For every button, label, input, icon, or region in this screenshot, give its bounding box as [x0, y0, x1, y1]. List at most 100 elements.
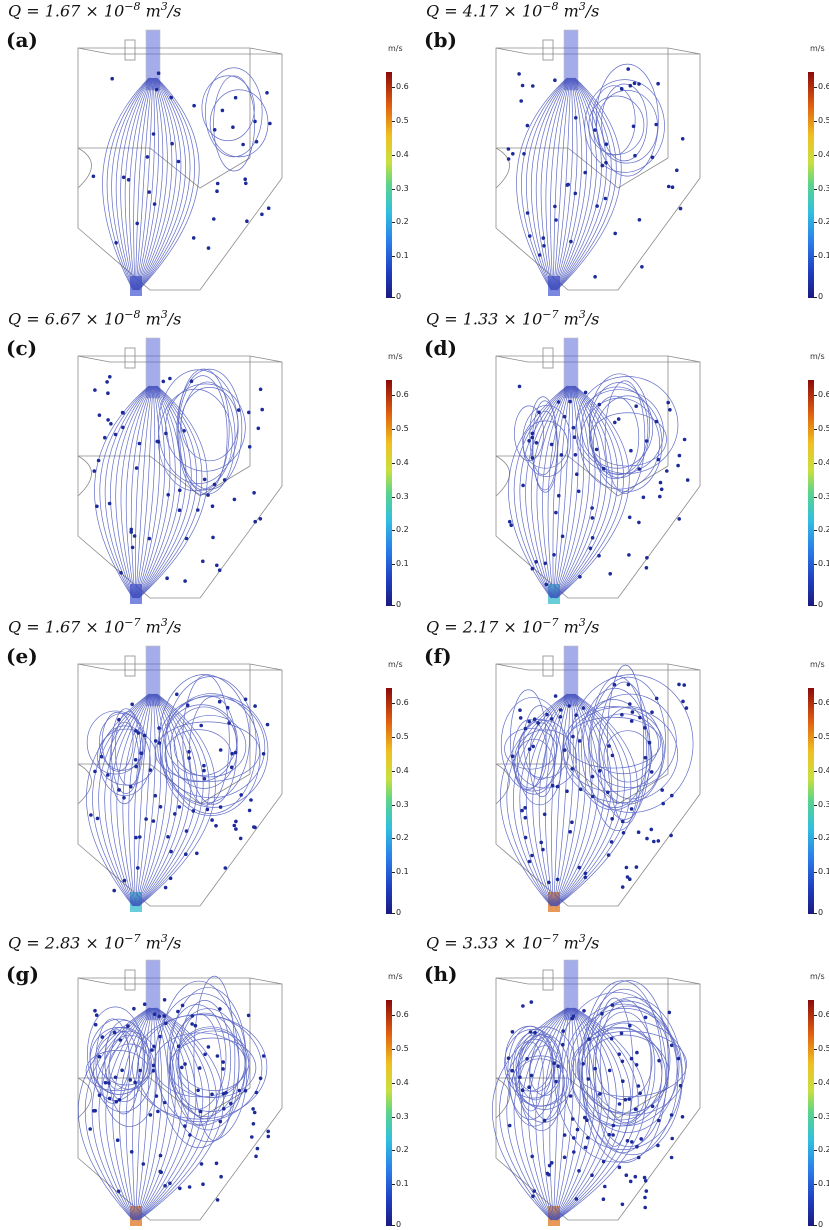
flow-arrows [506, 67, 685, 279]
velocity-colorbar [808, 688, 814, 914]
colorbar-tick-label: 0 [391, 292, 402, 301]
colorbar-unit: m/s [388, 660, 403, 669]
streamline-plot [77, 645, 283, 912]
flow-rate-label: Q = 6.67 × 10−8 m3/s [8, 308, 182, 329]
colorbar-tick-label: 0.6 [814, 697, 829, 707]
colorbar-tick-label: 0 [391, 600, 402, 609]
colorbar-tick-label: 0.2 [392, 217, 409, 227]
colorbar-tick-label: 0.1 [392, 559, 409, 569]
colorbar-tick-label: 0.1 [392, 1179, 409, 1189]
colorbar-tick-label: 0.4 [814, 149, 829, 159]
colorbar-tick-label: 0 [813, 908, 824, 917]
colorbar-tick-label: 0.5 [814, 115, 829, 125]
colorbar-tick-label: 0.4 [392, 457, 409, 467]
colorbar-tick-label: 0.3 [392, 183, 409, 193]
inlet-pipe [145, 29, 161, 91]
panel-a: Q = 1.67 × 10−8 m3/s (a) m/s 0.6 0.5 0.4 0.… [0, 0, 414, 306]
colorbar-unit: m/s [810, 44, 825, 53]
colorbar-tick-label: 0.4 [392, 1077, 409, 1087]
streamline-plot [77, 337, 283, 604]
streamline-plot [495, 29, 701, 296]
panel-letter: (c) [6, 336, 38, 360]
panel-d: Q = 1.33 × 10−7 m3/s (d) m/s 0.6 0.5 0.4 0.… [418, 308, 829, 614]
panel-letter: (e) [6, 644, 38, 668]
tank-outline [77, 655, 283, 907]
panel-c: Q = 6.67 × 10−8 m3/s (c) m/s 0.6 0.5 0.4 0.… [0, 308, 414, 614]
colorbar-tick-label: 0.4 [392, 765, 409, 775]
colorbar-tick-label: 0.6 [814, 81, 829, 91]
colorbar-unit: m/s [810, 972, 825, 981]
colorbar-tick-label: 0.2 [392, 1145, 409, 1155]
velocity-colorbar [808, 1000, 814, 1226]
colorbar-tick-label: 0.4 [814, 457, 829, 467]
tank-outline [495, 39, 701, 291]
streamlines [102, 67, 269, 291]
colorbar-unit: m/s [388, 972, 403, 981]
inlet-pipe [563, 645, 579, 707]
panel-letter: (h) [424, 962, 458, 986]
streamline-plot [77, 29, 283, 296]
velocity-colorbar [386, 1000, 392, 1226]
flow-rate-label: Q = 4.17 × 10−8 m3/s [426, 0, 600, 21]
inlet-pipe [563, 29, 579, 91]
colorbar-tick-label: 0.6 [392, 389, 409, 399]
colorbar-tick-label: 0.3 [392, 491, 409, 501]
panel-letter: (f) [424, 644, 452, 668]
colorbar-unit: m/s [810, 660, 825, 669]
tank-outline [77, 347, 283, 599]
panel-letter: (a) [6, 28, 38, 52]
colorbar-tick-label: 0.5 [814, 731, 829, 741]
flow-arrows [89, 692, 270, 893]
colorbar-tick-label: 0.1 [814, 867, 829, 877]
inlet-pipe [145, 645, 161, 707]
flow-rate-label: Q = 1.67 × 10−8 m3/s [8, 0, 182, 21]
panel-letter: (d) [424, 336, 457, 360]
colorbar-tick-label: 0.3 [392, 799, 409, 809]
inlet-pipe [145, 337, 161, 399]
colorbar-tick-label: 0 [813, 292, 824, 301]
panel-h: Q = 3.33 × 10−7 m3/s (h) m/s 0.6 0.5 0.4 0.… [418, 922, 829, 1228]
colorbar-tick-label: 0.5 [392, 423, 409, 433]
flow-rate-label: Q = 2.83 × 10−7 m3/s [8, 932, 182, 953]
colorbar-tick-label: 0.5 [814, 1043, 829, 1053]
colorbar-tick-label: 0.5 [392, 115, 409, 125]
flow-rate-label: Q = 2.17 × 10−7 m3/s [426, 616, 600, 637]
inlet-pipe [145, 959, 161, 1021]
streamlines [78, 975, 268, 1221]
tank-outline [77, 39, 283, 291]
flow-arrows [510, 682, 689, 889]
panel-letter: (g) [6, 962, 39, 986]
streamlines [516, 63, 665, 291]
colorbar-tick-label: 0.1 [814, 251, 829, 261]
streamline-plot [492, 959, 701, 1226]
flow-rate-label: Q = 3.33 × 10−7 m3/s [426, 932, 600, 953]
colorbar-tick-label: 0.2 [392, 833, 409, 843]
colorbar-tick-label: 0.2 [814, 1145, 829, 1155]
colorbar-tick-label: 0.4 [814, 765, 829, 775]
streamlines [508, 373, 679, 599]
velocity-colorbar [808, 380, 814, 606]
colorbar-tick-label: 0.6 [392, 697, 409, 707]
colorbar-tick-label: 0.1 [392, 251, 409, 261]
colorbar-tick-label: 0.5 [392, 731, 409, 741]
colorbar-tick-label: 0.3 [814, 491, 829, 501]
colorbar-tick-label: 0.4 [814, 1077, 829, 1087]
velocity-colorbar [808, 72, 814, 298]
flow-rate-label: Q = 1.67 × 10−7 m3/s [8, 616, 182, 637]
colorbar-tick-label: 0.2 [814, 833, 829, 843]
colorbar-tick-label: 0.2 [814, 525, 829, 535]
colorbar-tick-label: 0 [391, 1220, 402, 1228]
colorbar-tick-label: 0.6 [814, 389, 829, 399]
flow-arrows [506, 1000, 685, 1210]
panel-e: Q = 1.67 × 10−7 m3/s (e) m/s 0.6 0.5 0.4 0.… [0, 616, 414, 922]
streamlines [86, 674, 269, 907]
colorbar-tick-label: 0.3 [814, 183, 829, 193]
colorbar-tick-label: 0.4 [392, 149, 409, 159]
colorbar-tick-label: 0.2 [814, 217, 829, 227]
streamlines [499, 664, 694, 907]
colorbar-tick-label: 0 [813, 1220, 824, 1228]
streamlines [94, 368, 246, 599]
colorbar-unit: m/s [388, 352, 403, 361]
colorbar-tick-label: 0.2 [392, 525, 409, 535]
velocity-colorbar [386, 380, 392, 606]
